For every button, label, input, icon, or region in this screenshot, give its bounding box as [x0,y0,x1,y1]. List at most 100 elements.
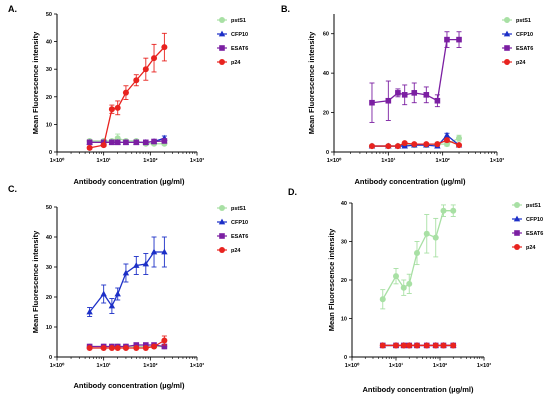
data-point [443,131,451,138]
data-point [401,92,408,98]
y-tick-label: 0 [49,150,52,156]
legend-marker [514,202,520,208]
data-point [133,77,140,84]
data-point [100,142,107,149]
data-point [161,343,168,350]
chart-panel-4: D. 0 10 20 30 40 1×10⁰ 1×10¹ 1×10² 1×10³ Antibody … [288,187,543,394]
legend: pstS1 CFP10 ESAT6 p24 [502,17,533,66]
data-point [122,345,129,351]
data-point [440,342,447,349]
y-tick-label: 60 [323,32,329,38]
x-tick-label: 1×10³ [477,362,491,369]
data-point [434,97,441,104]
series-psts1 [379,204,457,310]
x-axis-title: Antibody concentration (µg/ml) [74,177,185,186]
data-point [432,342,439,349]
chart-panel-2: B. 0 20 40 60 1×10⁰ 1×10¹ 1×10² 1×10³ Antibody co… [281,4,533,186]
data-point [413,342,420,349]
legend-marker [504,59,510,65]
data-point [406,280,413,287]
data-point [411,90,418,96]
y-tick-label: 30 [46,67,52,73]
data-point [440,207,447,214]
legend-marker [504,17,510,23]
data-point [401,140,408,147]
x-tick-label: 1×10¹ [97,157,111,164]
y-tick-label: 10 [341,317,347,323]
series-p24 [379,342,457,349]
data-point [100,345,107,351]
panel-label: B. [281,4,290,14]
series-cfp10 [86,236,168,317]
legend-label: CFP10 [516,32,533,38]
y-axis-title: Mean Fluorescence intensity [307,31,316,134]
data-point [161,337,168,344]
legend-label: ESAT6 [231,46,248,52]
y-tick-label: 20 [323,111,329,117]
x-tick-label: 1×10¹ [389,362,403,369]
data-point [413,250,420,257]
y-tick-label: 10 [46,122,52,128]
legend-marker [219,17,225,23]
legend-label: CFP10 [526,217,543,223]
y-tick-label: 20 [341,278,347,284]
legend-marker [219,205,225,211]
series-esat6 [86,138,168,146]
x-axis-title: Antibody concentration (µg/ml) [74,381,185,390]
legend-label: CFP10 [231,32,248,38]
data-point [395,90,401,96]
y-tick-label: 40 [323,71,329,77]
data-point [142,345,149,351]
y-tick-label: 0 [326,150,329,156]
data-point [114,345,121,351]
x-axis-title: Antibody concentration (µg/ml) [355,177,466,186]
legend: pstS1 CFP10 ESAT6 p24 [217,17,248,66]
x-tick-label: 1×10⁰ [50,157,65,164]
x-tick-label: 1×10¹ [381,157,395,164]
data-point [86,144,93,151]
data-point [456,142,463,149]
data-point [393,342,399,349]
legend-label: pstS1 [516,18,531,24]
legend-marker [504,45,510,51]
x-tick-label: 1×10³ [190,157,204,164]
data-point [444,36,450,43]
data-point [369,99,375,106]
y-tick-label: 40 [341,201,347,207]
chart-panel-3: C. 0 10 20 30 40 50 1×10⁰ 1×10¹ 1×10² 1×10³ Antibod… [8,184,248,390]
legend-marker [218,218,226,225]
legend-label: pstS1 [231,18,246,24]
x-tick-label: 1×10³ [190,362,204,369]
legend-marker [219,233,225,239]
data-point [379,342,386,349]
legend-label: p24 [526,245,536,251]
data-point [108,106,115,113]
legend-marker [218,30,226,37]
y-tick-label: 20 [46,295,52,301]
data-point [100,290,107,297]
legend-marker [219,59,225,65]
legend-label: ESAT6 [516,46,533,52]
data-point [108,345,115,351]
legend-label: p24 [231,248,241,254]
legend-label: p24 [231,60,241,66]
legend-marker [503,30,511,37]
chart-panel-1: A. 0 10 20 30 40 50 1×10⁰ 1×10¹ 1×10² 1×10³ Antibod… [8,4,248,186]
series-p24 [86,335,168,351]
data-point [393,273,399,280]
panel-label: A. [8,4,17,14]
legend-label: ESAT6 [231,234,248,240]
legend: pstS1 CFP10 ESAT6 p24 [217,205,248,254]
data-point [133,262,140,268]
data-point [109,139,115,146]
data-point [456,36,462,43]
legend-label: CFP10 [231,220,248,226]
x-tick-label: 1×10² [143,157,157,164]
x-tick-label: 1×10¹ [97,362,111,369]
legend-label: p24 [516,60,526,66]
data-point [151,343,158,350]
data-point [406,342,413,349]
y-axis-title: Mean Fluorescence intensity [31,230,40,333]
y-tick-label: 0 [49,355,52,361]
data-point [133,345,140,351]
